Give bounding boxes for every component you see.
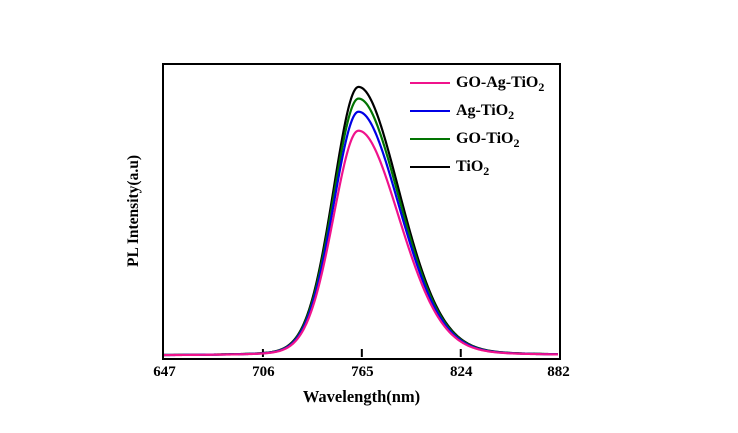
legend-label-text: TiO: [456, 158, 484, 175]
spectra-curves: [164, 85, 558, 357]
legend-line-swatch: [410, 81, 450, 85]
x-tick-label-647: 647: [153, 364, 176, 380]
curve-GO-Ag-TiO2: [164, 129, 558, 357]
legend-line-swatch: [410, 137, 450, 141]
legend-label-text: Ag-TiO: [456, 102, 509, 119]
legend-label: GO-TiO2: [456, 130, 520, 151]
legend-label: TiO2: [456, 158, 490, 179]
legend-item-GO-Ag-TiO2: GO-Ag-TiO2: [410, 69, 544, 97]
legend-line-swatch: [410, 165, 450, 169]
y-axis-title-text: PL Intensity(a.u): [125, 155, 142, 267]
x-tick-label-765: 765: [351, 364, 374, 380]
legend-item-GO-TiO2: GO-TiO2: [410, 125, 544, 153]
legend: GO-Ag-TiO2 Ag-TiO2 GO-TiO2 TiO2: [410, 69, 544, 181]
legend-item-TiO2: TiO2: [410, 153, 544, 181]
legend-label: GO-Ag-TiO2: [456, 74, 545, 95]
x-tick-label-824: 824: [450, 364, 473, 380]
legend-line-swatch: [410, 109, 450, 113]
x-axis-title: Wavelength(nm): [302, 387, 421, 406]
legend-label-subscript: 2: [508, 108, 515, 123]
legend-label-text: GO-Ag-TiO: [456, 74, 539, 91]
plot-area: GO-Ag-TiO2 Ag-TiO2 GO-TiO2 TiO2: [162, 63, 561, 360]
x-tick-label-882: 882: [547, 364, 570, 380]
legend-label-text: GO-TiO: [456, 130, 514, 147]
legend-label-subscript: 2: [538, 80, 545, 95]
legend-item-Ag-TiO2: Ag-TiO2: [410, 97, 544, 125]
legend-label: Ag-TiO2: [456, 102, 515, 123]
legend-label-subscript: 2: [483, 164, 490, 179]
legend-label-subscript: 2: [513, 136, 520, 151]
x-tick-label-706: 706: [252, 364, 275, 380]
